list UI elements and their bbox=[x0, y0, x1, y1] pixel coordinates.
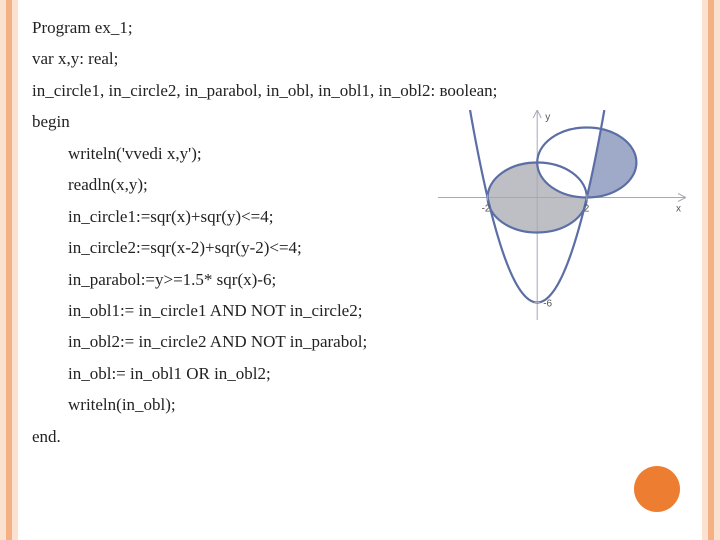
code-line: var x,y: real; bbox=[32, 43, 688, 74]
code-line: end. bbox=[32, 421, 688, 452]
code-line: in_obl:= in_obl1 OR in_obl2; bbox=[32, 358, 688, 389]
svg-text:-6: -6 bbox=[543, 299, 552, 310]
left-side-bar bbox=[0, 0, 18, 540]
code-line: in_circle1, in_circle2, in_parabol, in_o… bbox=[32, 75, 688, 106]
code-line: writeln(in_obl); bbox=[32, 389, 688, 420]
corner-circle-decoration bbox=[634, 466, 680, 512]
svg-text:2: 2 bbox=[584, 204, 590, 215]
math-graph: -2 2 -6 x y bbox=[438, 110, 686, 320]
right-side-bar bbox=[702, 0, 720, 540]
svg-text:-2: -2 bbox=[482, 204, 491, 215]
code-line: in_obl2:= in_circle2 AND NOT in_parabol; bbox=[32, 326, 688, 357]
code-line: Program ex_1; bbox=[32, 12, 688, 43]
graph-svg: -2 2 -6 x y bbox=[438, 110, 686, 320]
side-bar-inner bbox=[708, 0, 714, 540]
svg-text:y: y bbox=[545, 112, 550, 123]
side-bar-inner bbox=[6, 0, 12, 540]
svg-text:x: x bbox=[676, 204, 681, 215]
